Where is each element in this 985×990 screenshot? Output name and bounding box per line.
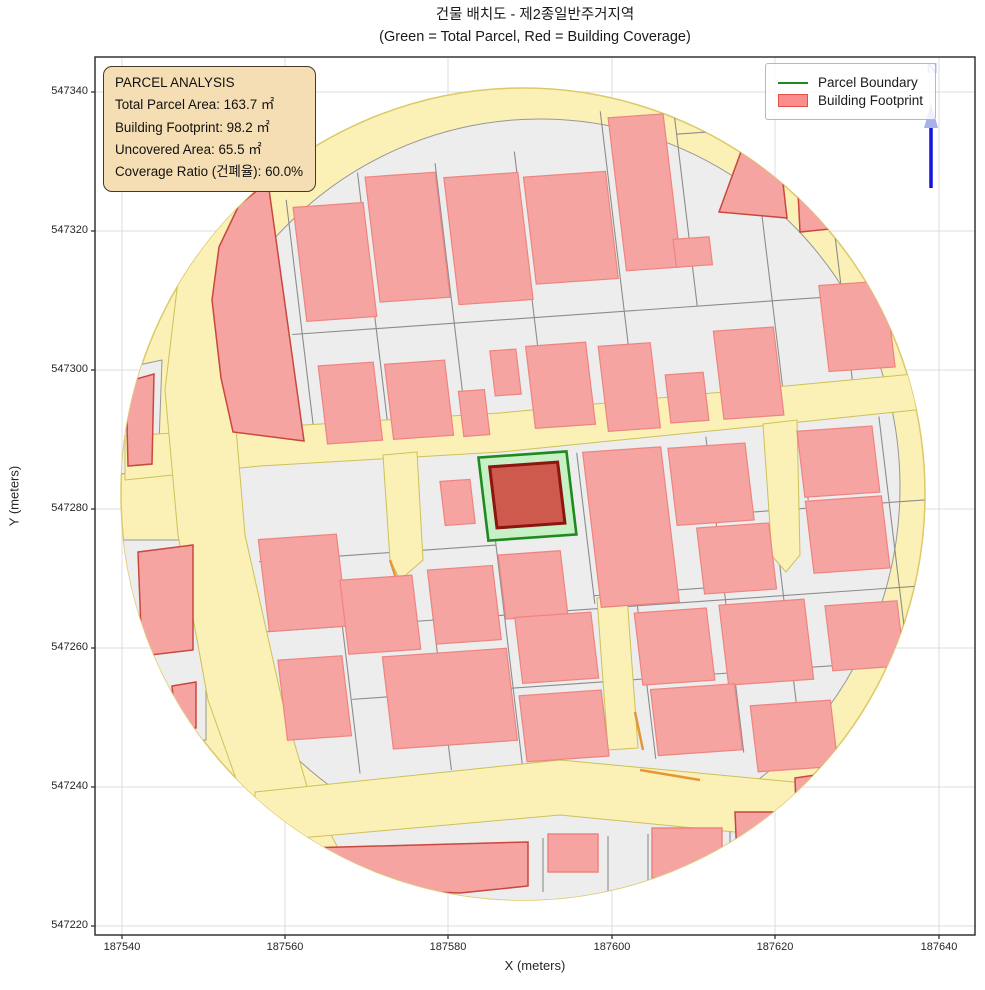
x-tick: 187560 xyxy=(266,941,304,953)
road-stub xyxy=(382,451,424,581)
x-tick: 187620 xyxy=(756,941,794,953)
y-axis-label: Y (meters) xyxy=(6,465,22,527)
legend-label: Parcel Boundary xyxy=(818,75,918,90)
title-line-2: (Green = Total Parcel, Red = Building Co… xyxy=(379,28,691,45)
target-building-footprint xyxy=(487,460,567,530)
x-axis-label: X (meters) xyxy=(504,958,566,973)
y-tick: 547220 xyxy=(51,919,88,931)
x-tick: 187540 xyxy=(103,941,141,953)
info-box-title: PARCEL ANALYSIS xyxy=(115,75,235,90)
y-tick: 547300 xyxy=(51,363,88,375)
legend-item-building-footprint: Building Footprint xyxy=(778,93,923,108)
y-tick: 547340 xyxy=(51,85,88,97)
legend-label: Building Footprint xyxy=(818,93,924,108)
parcel-analysis-box: PARCEL ANALYSIS Total Parcel Area: 163.7… xyxy=(103,66,317,193)
info-total-area: Total Parcel Area: 163.7 ㎡ xyxy=(115,97,275,113)
plot-spines xyxy=(94,56,976,936)
y-tick: 547260 xyxy=(51,641,88,653)
info-uncovered-area: Uncovered Area: 65.5 ㎡ xyxy=(115,141,262,157)
x-tick: 187580 xyxy=(429,941,467,953)
road-accents xyxy=(388,559,701,782)
y-tick: 547240 xyxy=(51,780,88,792)
y-tick: 547280 xyxy=(51,502,88,514)
map-canvas xyxy=(91,56,976,939)
title-line-1: 건물 배치도 - 제2종일반주거지역 xyxy=(435,7,635,23)
building-footprints xyxy=(257,113,906,773)
chart-title: 건물 배치도 - 제2종일반주거지역 (Green = Total Parcel… xyxy=(95,5,975,48)
x-tick: 187600 xyxy=(593,941,631,953)
green-line-swatch xyxy=(778,81,808,84)
y-tick: 547320 xyxy=(51,224,88,236)
legend: Parcel Boundary Building Footprint xyxy=(765,63,937,120)
x-tick: 187640 xyxy=(920,941,958,953)
legend-item-parcel-boundary: Parcel Boundary xyxy=(778,75,923,90)
red-patch-swatch xyxy=(778,94,808,107)
info-building-area: Building Footprint: 98.2 ㎡ xyxy=(115,119,270,135)
info-coverage-ratio: Coverage Ratio (건폐율): 60.0% xyxy=(115,164,304,180)
